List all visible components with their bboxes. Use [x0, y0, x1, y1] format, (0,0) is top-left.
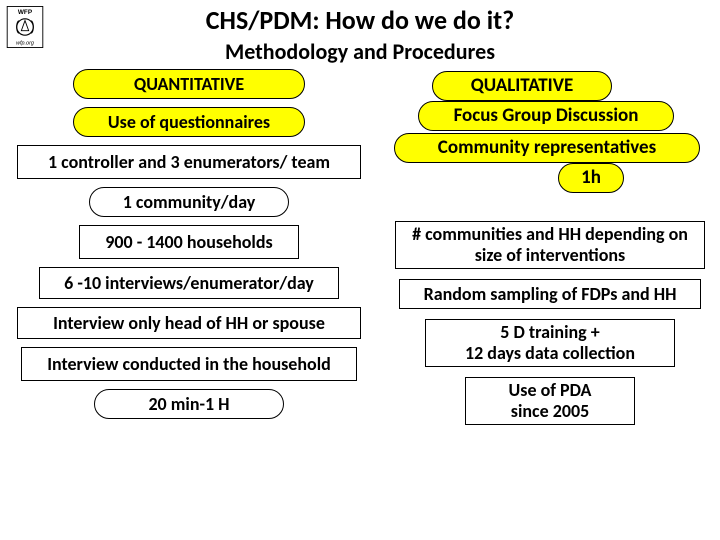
left-item-6: Interview only head of HH or spouse [17, 307, 361, 339]
qualitative-pill-2: Community representatives [394, 133, 700, 163]
left-item-2: 1 controller and 3 enumerators/ team [17, 145, 361, 179]
left-column: QUANTITATIVE Use of questionnaires 1 contr… [8, 69, 370, 425]
logo-bottom-text: wfp.org [16, 40, 34, 46]
right-rect-0: # communities and HH depending on size o… [395, 221, 705, 269]
columns: QUANTITATIVE Use of questionnaires 1 contr… [0, 65, 720, 425]
left-item-3: 1 community/day [89, 187, 289, 217]
left-item-1: Use of questionnaires [73, 107, 305, 137]
wfp-logo: WFP wfp.org [6, 6, 44, 48]
right-rect-3: Use of PDA since 2005 [465, 377, 635, 425]
right-column: QUALITATIVEFocus Group DiscussionCommuni… [388, 69, 712, 425]
qualitative-pill-3: 1h [558, 163, 624, 193]
left-item-8: 20 min-1 H [94, 389, 284, 419]
left-item-4: 900 - 1400 households [79, 225, 299, 259]
qualitative-pill-1: Focus Group Discussion [418, 101, 674, 131]
page-title: CHS/PDM: How do we do it? [0, 0, 720, 36]
right-lower-group: # communities and HH depending on size o… [388, 221, 712, 425]
page-subtitle: Methodology and Procedures [0, 38, 720, 65]
right-rect-2: 5 D training + 12 days data collection [425, 319, 675, 367]
left-item-7: Interview conducted in the household [21, 347, 357, 381]
right-rect-1: Random sampling of FDPs and HH [399, 279, 701, 309]
left-item-5: 6 -10 interviews/enumerator/day [39, 267, 339, 299]
logo-top-text: WFP [18, 9, 33, 16]
qualitative-pill-0: QUALITATIVE [432, 71, 612, 101]
qualitative-pill-cluster: QUALITATIVEFocus Group DiscussionCommuni… [388, 71, 712, 207]
left-item-0: QUANTITATIVE [73, 69, 305, 99]
